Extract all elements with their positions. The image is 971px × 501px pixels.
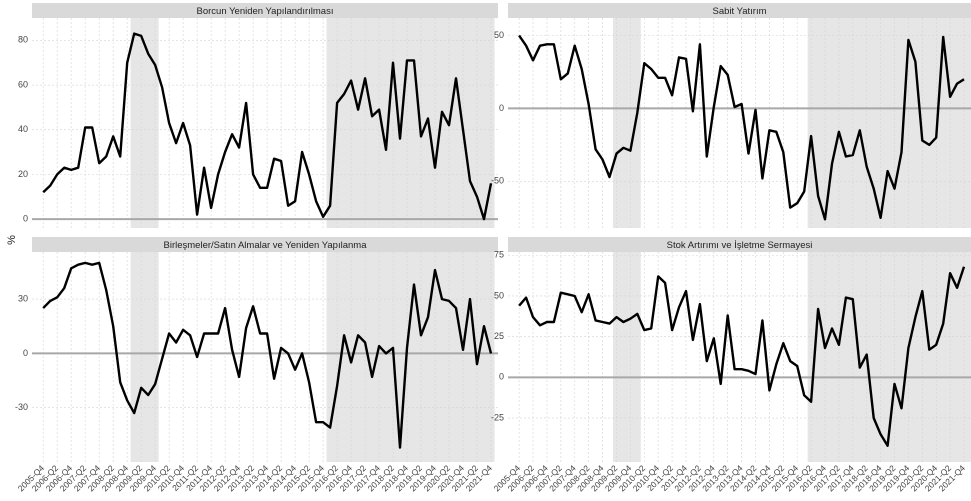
strip [508, 3, 971, 18]
strip-text: Stok Artırımı ve İşletme Sermayesi [667, 240, 813, 251]
y-tick-label: 20 [18, 169, 28, 179]
y-tick-label: 50 [494, 30, 504, 40]
shaded-period [130, 18, 159, 228]
y-tick-label: 80 [18, 35, 28, 45]
y-tick-label: 60 [18, 79, 28, 89]
y-tick-label: 0 [23, 348, 28, 358]
strip [32, 237, 498, 252]
shaded-period [612, 252, 641, 462]
shaded-period [807, 18, 971, 228]
data-line [518, 34, 965, 221]
data-line [518, 266, 966, 447]
strip-text: Borcun Yeniden Yapılandırılması [197, 6, 334, 17]
shaded-period [130, 252, 159, 462]
y-tick-label: -50 [491, 176, 504, 186]
shaded-period [326, 18, 495, 228]
y-tick-label: 25 [494, 331, 504, 341]
panel [32, 18, 498, 228]
data-line [42, 261, 493, 449]
y-tick-label: 30 [18, 293, 28, 303]
strip-text: Sabit Yatırım [712, 6, 766, 17]
shaded-period [326, 252, 495, 462]
strip [32, 3, 498, 18]
panel [32, 252, 498, 462]
y-tick-label: -30 [15, 402, 28, 412]
y-tick-label: 40 [18, 124, 28, 134]
y-tick-label: 50 [494, 290, 504, 300]
panel [508, 18, 971, 228]
data-line [42, 32, 493, 221]
y-tick-label: -25 [491, 412, 504, 422]
strip-text: Birleşmeler/Satın Almalar ve Yeniden Yap… [164, 240, 368, 251]
panel [508, 252, 971, 462]
y-tick-label: 75 [494, 250, 504, 260]
strip [508, 237, 971, 252]
y-tick-label: 0 [499, 372, 504, 382]
y-tick-label: 0 [23, 213, 28, 223]
y-axis-label: % [6, 235, 18, 245]
y-tick-label: 0 [499, 103, 504, 113]
